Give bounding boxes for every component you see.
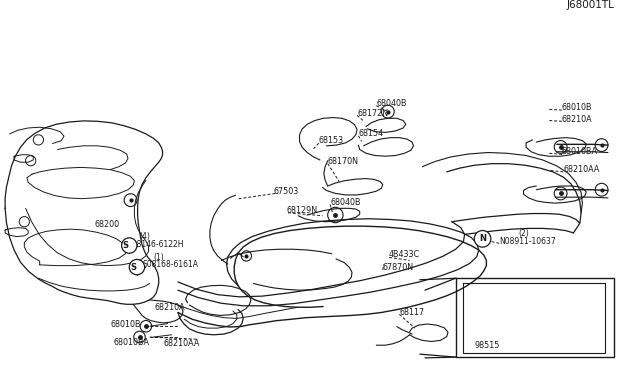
Text: 68117: 68117 [399,308,424,317]
Text: 68040B: 68040B [376,99,407,108]
Text: 68170N: 68170N [328,157,358,166]
Text: 67870N: 67870N [383,263,414,272]
Text: (2): (2) [518,229,529,238]
Text: 68010B: 68010B [562,103,593,112]
Text: N08911-10637: N08911-10637 [499,237,556,246]
Text: 68210AA: 68210AA [563,165,600,174]
Text: 98515: 98515 [475,341,500,350]
Text: 68129N: 68129N [287,206,318,215]
Text: 68010BA: 68010BA [562,147,598,156]
Text: N: N [479,234,486,243]
Text: 68010BA: 68010BA [114,338,150,347]
Circle shape [474,231,491,247]
Text: S: S [130,263,136,272]
Text: J68001TL: J68001TL [566,0,614,10]
Text: 68040B: 68040B [330,198,361,207]
Text: 4B433C: 4B433C [389,250,420,259]
Text: 68210A: 68210A [562,115,593,124]
Text: 68153: 68153 [319,136,344,145]
Text: 68200: 68200 [95,220,120,229]
Circle shape [122,238,137,253]
Text: 68154: 68154 [358,129,383,138]
Text: 68210A: 68210A [155,303,186,312]
Text: 68010B: 68010B [110,320,141,329]
Text: S: S [122,241,129,250]
Text: 68210AA: 68210AA [164,339,200,348]
Text: (4): (4) [140,232,150,241]
Text: 68172N: 68172N [357,109,388,118]
Circle shape [129,259,145,275]
Text: S08168-6161A: S08168-6161A [142,260,198,269]
Text: 67503: 67503 [274,187,299,196]
Text: (1): (1) [154,253,164,262]
Text: S08146-6122H: S08146-6122H [128,240,184,248]
